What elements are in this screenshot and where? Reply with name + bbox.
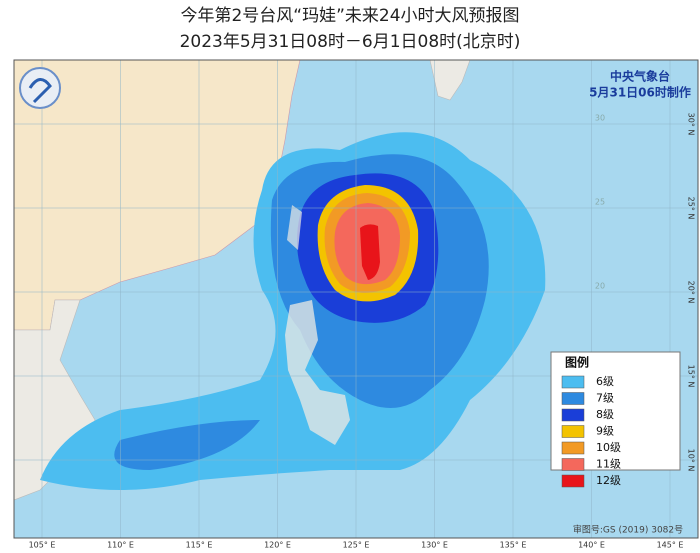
review-number: 审图号:GS (2019) 3082号: [573, 524, 683, 536]
legend-swatch: [561, 458, 585, 471]
logo-mark: [28, 78, 52, 104]
lon-tick-label: 115° E: [186, 541, 213, 550]
lon-tick-label: 140° E: [578, 541, 605, 550]
legend-swatch: [561, 375, 585, 389]
subtitle: 2023年5月31日08时－6月1日08时(北京时): [180, 32, 521, 52]
legend-swatch: [561, 425, 585, 438]
legend-title: 图例: [565, 355, 589, 370]
inner-lat-label: 30: [595, 114, 605, 123]
logo: [19, 67, 61, 109]
legend-label: 8级: [596, 408, 614, 421]
legend-swatch: [561, 441, 585, 455]
inner-lat-label: 20: [595, 282, 605, 291]
legend-swatch: [561, 474, 585, 488]
lon-tick-label: 130° E: [421, 541, 448, 550]
map-area: 3025201510: [14, 60, 698, 538]
lon-tick-label: 120° E: [264, 541, 291, 550]
lat-tick-label: 20° N: [687, 281, 696, 304]
wind-zone: [360, 224, 380, 280]
lat-tick-label: 10° N: [687, 449, 696, 472]
lat-tick-label: 30° N: [687, 113, 696, 136]
title: 今年第2号台风“玛娃”未来24小时大风预报图: [180, 6, 519, 26]
lon-tick-label: 125° E: [343, 541, 370, 550]
lon-tick-label: 145° E: [657, 541, 684, 550]
inner-lat-label: 25: [595, 198, 605, 207]
land-taiwan: [287, 205, 302, 250]
lat-tick-label: 15° N: [687, 365, 696, 388]
legend-label: 10级: [596, 441, 621, 454]
lat-tick-label: 25° N: [687, 197, 696, 220]
legend-label: 7级: [596, 392, 614, 405]
lon-tick-label: 110° E: [107, 541, 134, 550]
legend-label: 11级: [596, 458, 621, 471]
lon-tick-label: 135° E: [500, 541, 527, 550]
land-japan: [429, 60, 471, 101]
issued: 5月31日06时制作: [589, 85, 691, 100]
agency: 中央气象台: [610, 69, 670, 84]
legend-label: 6级: [596, 375, 614, 388]
legend-swatch: [561, 408, 585, 422]
map-frame: [13, 59, 699, 539]
legend-label: 9级: [596, 425, 614, 438]
lon-tick-label: 105° E: [29, 541, 56, 550]
land-philippines: [285, 300, 350, 445]
legend-swatch: [561, 392, 585, 405]
legend-label: 12级: [596, 474, 621, 487]
